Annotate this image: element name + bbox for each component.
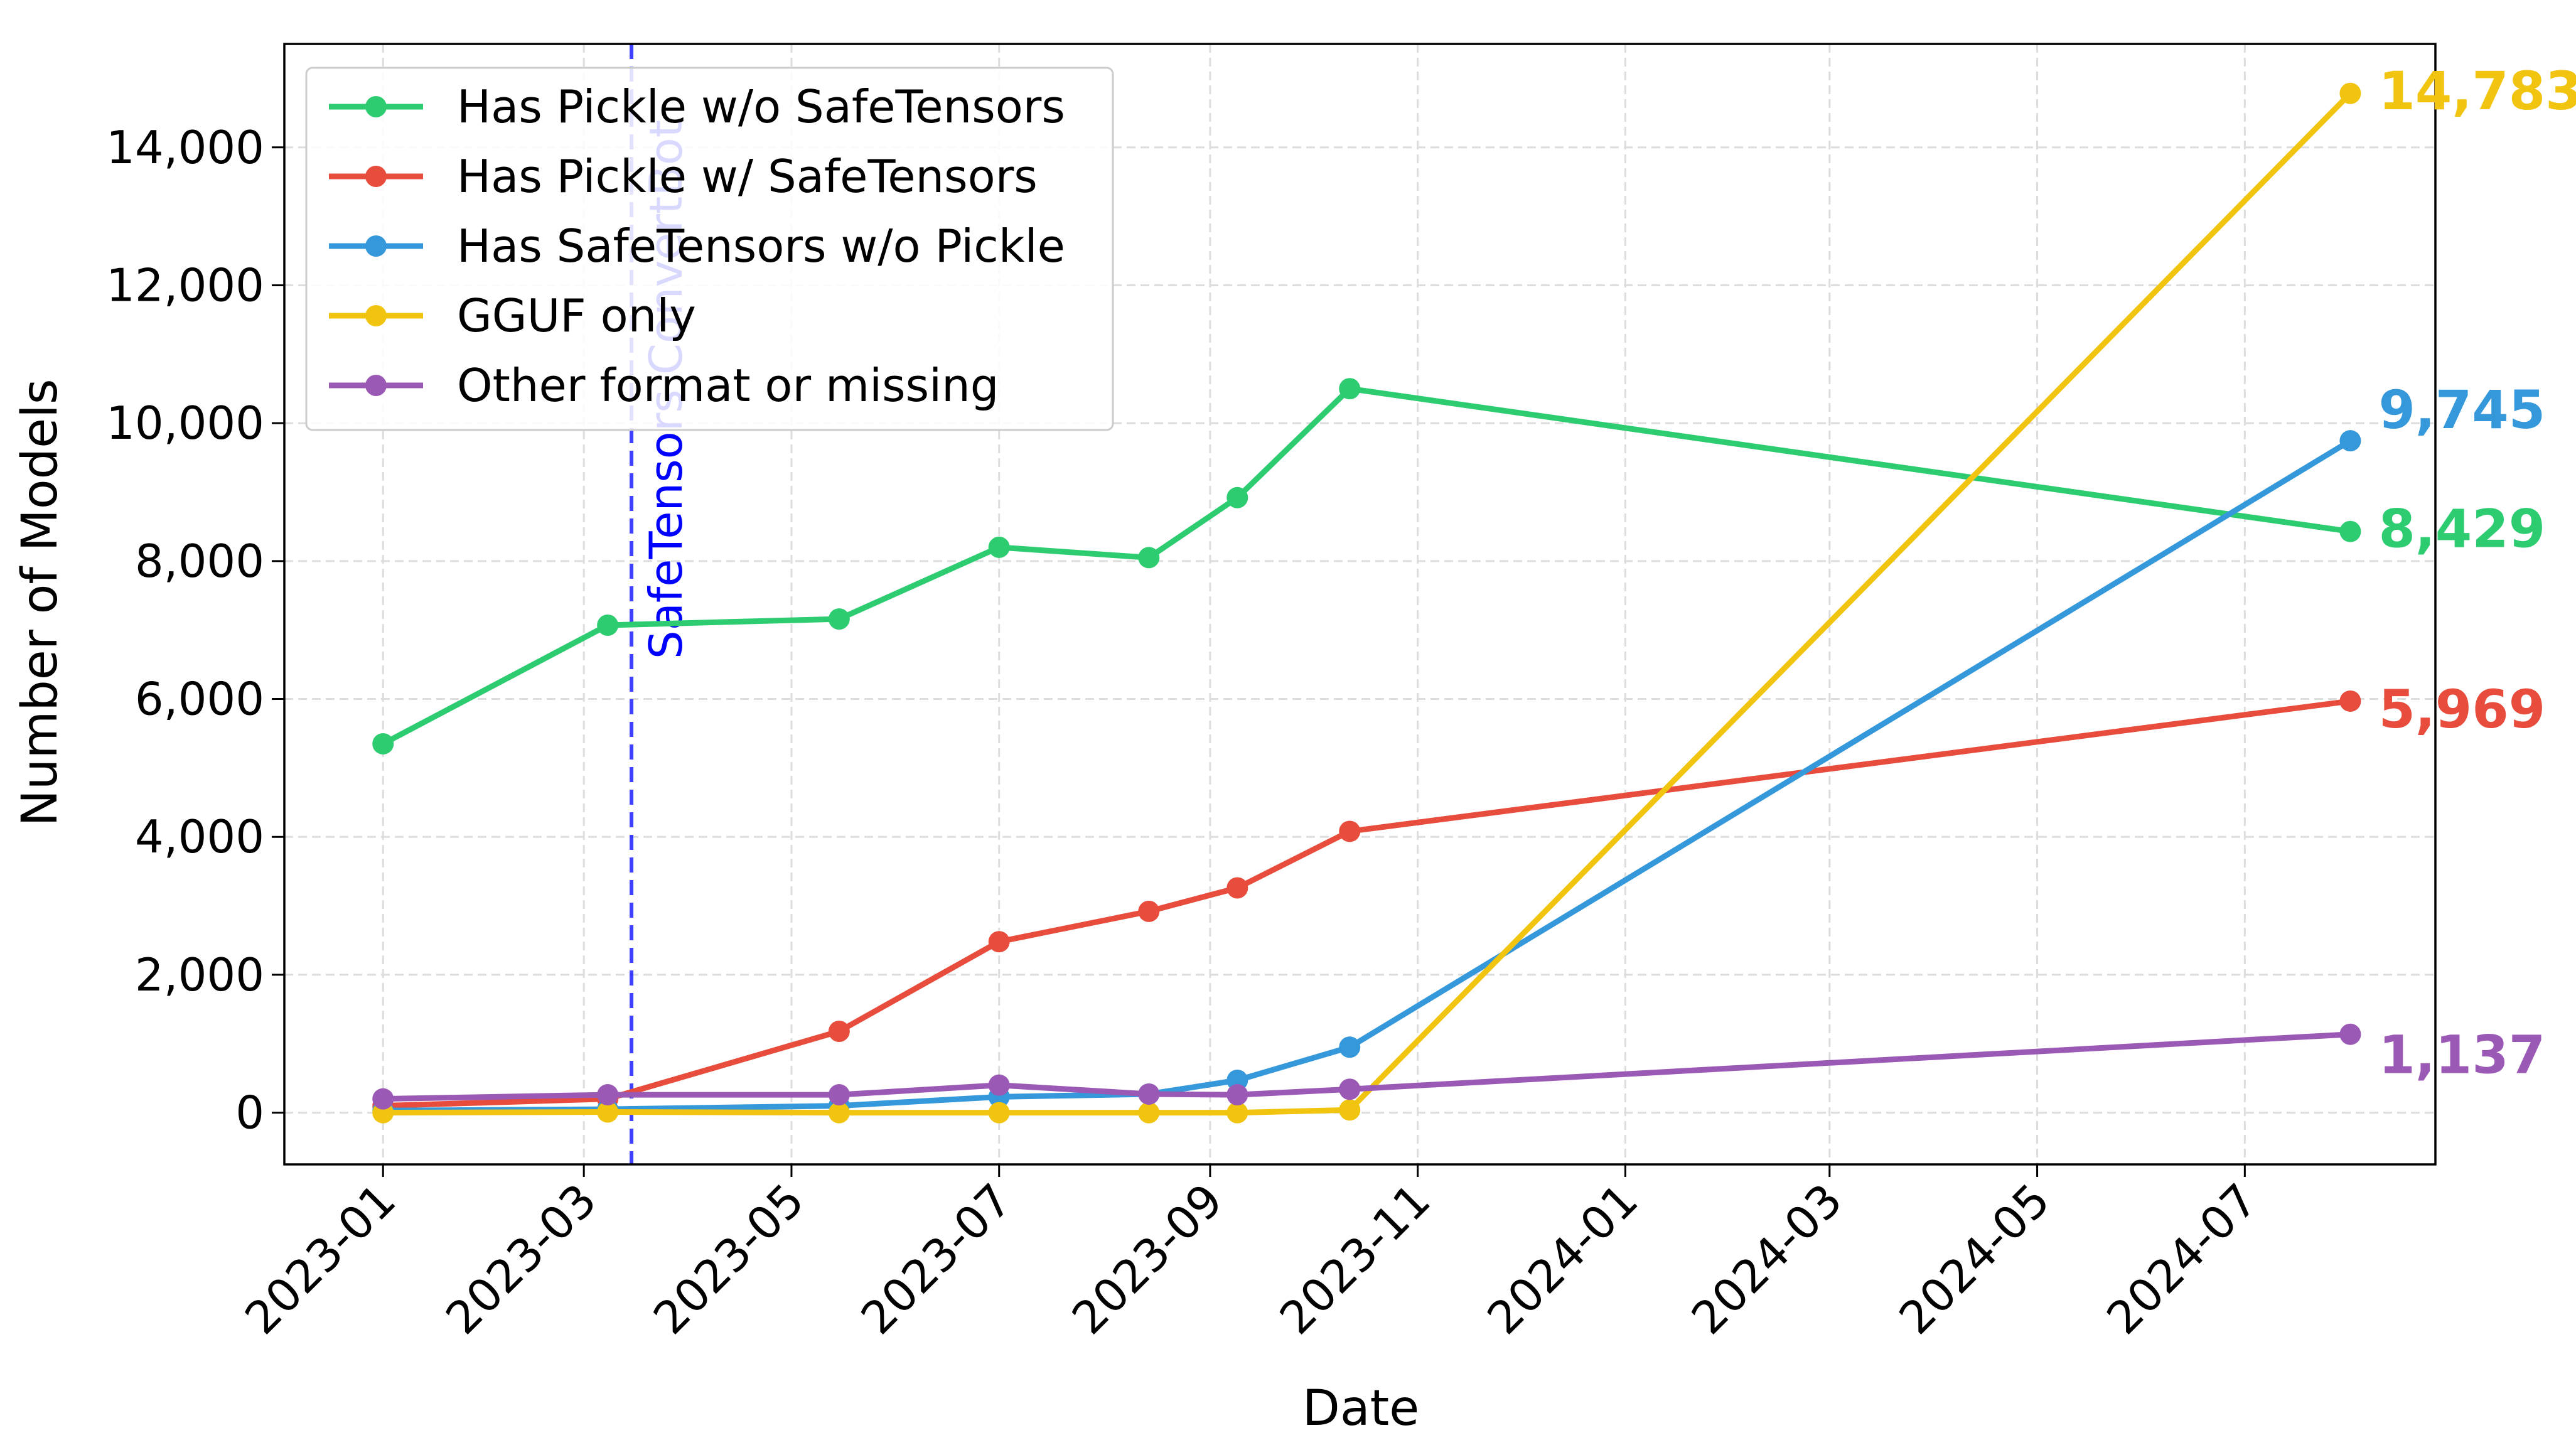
legend-marker [365,305,387,326]
legend-label: Has Pickle w/o SafeTensors [457,80,1065,133]
x-tick-label: 2024-03 [1682,1174,1852,1345]
data-point [597,1084,619,1106]
data-point [1138,1102,1160,1124]
x-tick-label: 2023-07 [851,1174,1022,1345]
end-label-has-safetensors-w-o-pickle: 9,745 [2378,379,2545,441]
legend-marker [365,166,387,187]
data-point [372,733,394,755]
data-point [828,1102,850,1124]
y-axis-ticks: 0 2,000 4,000 6,000 8,000 10,000 12,000 14,000 [106,121,284,1139]
data-point [1226,1102,1248,1124]
data-point [597,1101,619,1123]
legend-label: GGUF only [457,289,696,342]
series-line [380,385,2353,747]
series-line [380,438,2353,1114]
y-tick-label: 0 [235,1087,264,1139]
legend-item: Has SafeTensors w/o Pickle [329,220,1065,272]
data-point [828,1084,850,1106]
y-tick-label: 2,000 [135,948,264,1001]
data-point [1226,486,1248,508]
data-point [2339,430,2361,452]
x-tick-label: 2024-07 [2096,1174,2267,1345]
x-tick-label: 2023-05 [643,1174,814,1345]
y-tick-label: 10,000 [106,397,264,449]
series-line [380,698,2353,1109]
legend-item: GGUF only [329,289,696,342]
y-tick-label: 4,000 [135,810,264,863]
y-axis-title: Number of Models [12,379,68,827]
legend-marker [365,235,387,257]
axes [283,43,2437,1166]
data-point [2339,1023,2361,1045]
data-point [1138,547,1160,569]
end-labels: 8,429 5,969 9,745 14,783 1,137 [2378,60,2576,1086]
data-point [2339,690,2361,712]
y-tick-label: 8,000 [135,535,264,588]
end-label-has-pickle-w-safetensors: 5,969 [2378,679,2545,740]
data-point [1226,1084,1248,1106]
legend-box [305,67,1114,431]
x-tick-label: 2023-01 [235,1174,405,1345]
x-tick-label: 2023-11 [1270,1174,1441,1345]
data-point [1138,1083,1160,1105]
series-line [380,1031,2353,1102]
legend-item: Other format or missing [329,359,999,412]
y-tick-label: 6,000 [135,673,264,726]
legend-item: Has Pickle w/ SafeTensors [329,150,1038,203]
series-other-format-or-missing [372,1023,2361,1110]
series-gguf-only [372,82,2361,1124]
x-tick-label: 2023-09 [1062,1174,1233,1345]
x-tick-label: 2024-01 [1477,1174,1648,1345]
end-label-other-format-or-missing: 1,137 [2378,1024,2545,1086]
data-point [1339,820,1361,842]
data-point [828,1020,850,1042]
data-point [597,615,619,636]
data-point [988,931,1010,953]
data-point [1339,1078,1361,1100]
x-tick-label: 2023-03 [436,1174,606,1345]
y-tick-label: 12,000 [106,259,264,311]
legend-label: Other format or missing [457,359,999,412]
series-line [380,90,2353,1116]
legend-label: Has Pickle w/ SafeTensors [457,150,1038,203]
end-label-has-pickle-w-o-safetensors: 8,429 [2378,498,2545,560]
data-point [2339,82,2361,104]
legend-marker [365,375,387,396]
data-point [1339,1036,1361,1058]
series-lines [372,82,2361,1124]
data-point [1138,900,1160,922]
data-point [1339,1099,1361,1121]
data-point [1339,378,1361,400]
data-point [828,608,850,630]
series-has-pickle-w-o-safetensors [372,378,2361,755]
y-tick-label: 14,000 [106,121,264,174]
data-point [372,1088,394,1110]
data-point [988,1102,1010,1124]
data-point [988,536,1010,558]
legend-marker [365,96,387,117]
data-point [2339,520,2361,542]
data-point [1226,877,1248,899]
x-axis-ticks: 2023-01 2023-03 2023-05 2023-07 2023-09 2023-… [235,1164,2267,1345]
plot-frame [283,43,2437,1166]
end-label-gguf-only: 14,783 [2378,60,2576,122]
legend-item: Has Pickle w/o SafeTensors [329,80,1065,133]
data-point [988,1074,1010,1096]
x-axis-title: Date [1302,1380,1419,1437]
legend-label: Has SafeTensors w/o Pickle [457,220,1065,272]
x-tick-label: 2024-05 [1889,1174,2059,1345]
legend: Has Pickle w/o SafeTensors Has Pickle w/ … [305,67,1114,431]
